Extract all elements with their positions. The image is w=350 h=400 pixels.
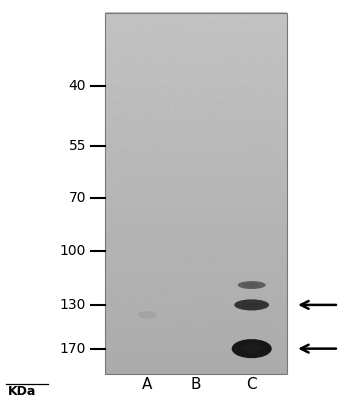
Bar (105, 13, 287, 374)
Text: 40: 40 (69, 79, 86, 93)
Text: 130: 130 (60, 298, 86, 312)
Ellipse shape (241, 344, 263, 353)
Text: 55: 55 (69, 139, 86, 153)
Ellipse shape (232, 339, 272, 358)
Text: 170: 170 (60, 342, 86, 356)
Ellipse shape (138, 311, 157, 318)
Text: C: C (246, 377, 257, 392)
Text: KDa: KDa (8, 385, 36, 398)
Ellipse shape (234, 299, 269, 310)
Text: A: A (142, 377, 152, 392)
Text: 100: 100 (60, 244, 86, 258)
Text: B: B (191, 377, 201, 392)
Text: 70: 70 (69, 190, 86, 204)
Ellipse shape (242, 302, 261, 308)
Ellipse shape (244, 283, 259, 287)
Ellipse shape (238, 281, 266, 289)
